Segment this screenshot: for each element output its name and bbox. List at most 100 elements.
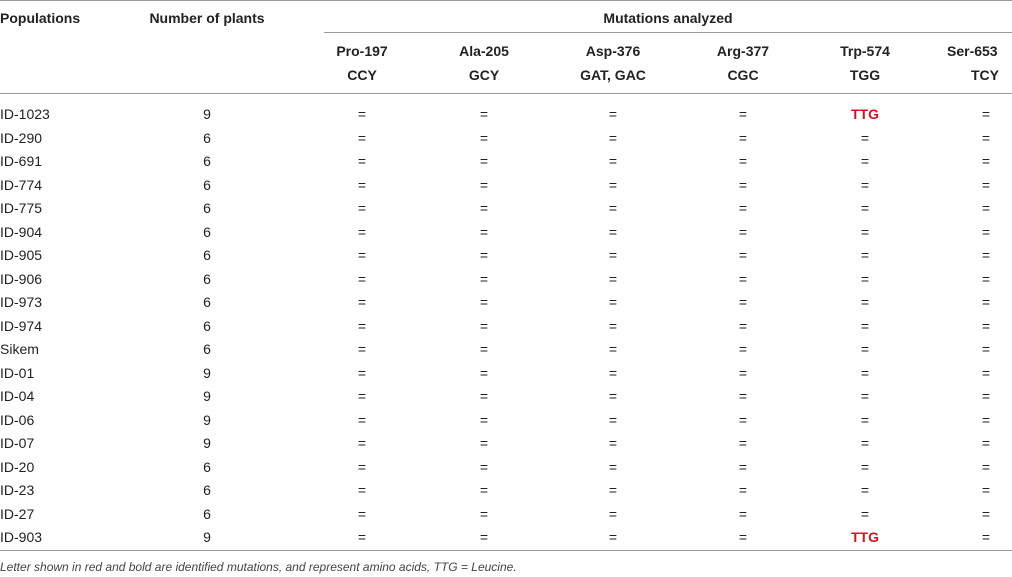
table-bottom-rule	[0, 550, 1012, 551]
no-mutation-cell: =	[981, 153, 991, 169]
no-mutation-cell: =	[860, 176, 870, 193]
table-row: Sikem 6 = = = = = =	[0, 338, 1012, 362]
no-mutation-cell: =	[981, 247, 991, 263]
table-top-rule	[0, 0, 1012, 1]
plants-count-cell: 6	[203, 247, 211, 263]
population-cell: ID-974	[0, 317, 43, 334]
header-mutations-analyzed: Mutations analyzed	[603, 10, 733, 26]
no-mutation-cell: =	[608, 529, 618, 545]
no-mutation-cell: =	[608, 129, 618, 146]
no-mutation-cell: =	[738, 153, 748, 169]
header-populations: Populations	[0, 10, 81, 26]
population-cell: ID-903	[0, 529, 43, 545]
no-mutation-cell: =	[981, 482, 991, 498]
table-row: ID-01 9 = = = = = =	[0, 362, 1012, 386]
no-mutation-cell: =	[608, 270, 618, 287]
header-mut-name: Ala-205	[459, 43, 509, 59]
plants-count-cell: 6	[203, 223, 211, 240]
no-mutation-cell: =	[479, 388, 489, 404]
no-mutation-cell: =	[738, 106, 748, 122]
mutation-cell: TTG	[851, 529, 879, 545]
no-mutation-cell: =	[738, 505, 748, 522]
table-row: ID-290 6 = = = = = =	[0, 127, 1012, 151]
no-mutation-cell: =	[981, 364, 991, 381]
no-mutation-cell: =	[357, 458, 367, 475]
no-mutation-cell: =	[608, 176, 618, 193]
plants-count-cell: 6	[203, 270, 211, 287]
header-mut-codon: CGC	[727, 67, 759, 83]
no-mutation-cell: =	[738, 129, 748, 146]
no-mutation-cell: =	[860, 270, 870, 287]
plants-count-cell: 6	[203, 505, 211, 522]
no-mutation-cell: =	[357, 270, 367, 287]
population-cell: ID-20	[0, 458, 35, 475]
no-mutation-cell: =	[357, 317, 367, 334]
no-mutation-cell: =	[479, 364, 489, 381]
no-mutation-cell: =	[357, 388, 367, 404]
no-mutation-cell: =	[981, 270, 991, 287]
no-mutation-cell: =	[357, 482, 367, 498]
no-mutation-cell: =	[357, 200, 367, 216]
no-mutation-cell: =	[357, 129, 367, 146]
no-mutation-cell: =	[738, 529, 748, 545]
population-cell: ID-905	[0, 247, 43, 263]
header-mut-codon: TCY	[971, 67, 999, 83]
population-cell: ID-290	[0, 129, 43, 146]
no-mutation-cell: =	[860, 129, 870, 146]
no-mutation-cell: =	[981, 317, 991, 334]
no-mutation-cell: =	[981, 223, 991, 240]
no-mutation-cell: =	[738, 435, 748, 451]
no-mutation-cell: =	[479, 200, 489, 216]
no-mutation-cell: =	[981, 505, 991, 522]
no-mutation-cell: =	[608, 435, 618, 451]
no-mutation-cell: =	[357, 341, 367, 357]
no-mutation-cell: =	[860, 247, 870, 263]
no-mutation-cell: =	[608, 411, 618, 428]
header-mut-name: Trp-574	[840, 43, 890, 59]
no-mutation-cell: =	[981, 341, 991, 357]
no-mutation-cell: =	[860, 482, 870, 498]
no-mutation-cell: =	[860, 294, 870, 310]
no-mutation-cell: =	[357, 435, 367, 451]
table-footnote: Letter shown in red and bold are identif…	[0, 560, 517, 574]
population-cell: ID-01	[0, 364, 35, 381]
plants-count-cell: 9	[203, 364, 211, 381]
table-row: ID-07 9 = = = = = =	[0, 432, 1012, 456]
no-mutation-cell: =	[608, 458, 618, 475]
no-mutation-cell: =	[981, 411, 991, 428]
no-mutation-cell: =	[860, 435, 870, 451]
no-mutation-cell: =	[738, 411, 748, 428]
no-mutation-cell: =	[738, 270, 748, 287]
no-mutation-cell: =	[479, 247, 489, 263]
population-cell: ID-04	[0, 388, 35, 404]
header-mut-codon: TGG	[849, 67, 881, 83]
no-mutation-cell: =	[981, 200, 991, 216]
population-cell: Sikem	[0, 341, 39, 357]
plants-count-cell: 6	[203, 317, 211, 334]
no-mutation-cell: =	[357, 176, 367, 193]
no-mutation-cell: =	[981, 129, 991, 146]
no-mutation-cell: =	[608, 223, 618, 240]
no-mutation-cell: =	[608, 341, 618, 357]
no-mutation-cell: =	[357, 153, 367, 169]
population-cell: ID-07	[0, 435, 35, 451]
plants-count-cell: 6	[203, 129, 211, 146]
header-mut-codon: GAT, GAC	[580, 67, 646, 83]
plants-count-cell: 6	[203, 341, 211, 357]
population-cell: ID-27	[0, 505, 35, 522]
plants-count-cell: 9	[203, 106, 211, 122]
table-row: ID-23 6 = = = = = =	[0, 479, 1012, 503]
table-row: ID-774 6 = = = = = =	[0, 174, 1012, 198]
no-mutation-cell: =	[738, 341, 748, 357]
no-mutation-cell: =	[981, 435, 991, 451]
no-mutation-cell: =	[860, 223, 870, 240]
population-cell: ID-691	[0, 153, 43, 169]
no-mutation-cell: =	[357, 529, 367, 545]
no-mutation-cell: =	[479, 176, 489, 193]
no-mutation-cell: =	[738, 482, 748, 498]
plants-count-cell: 6	[203, 200, 211, 216]
mutations-group-rule	[324, 32, 1012, 33]
header-mut-codon: GCY	[468, 67, 500, 83]
no-mutation-cell: =	[981, 106, 991, 122]
no-mutation-cell: =	[608, 482, 618, 498]
